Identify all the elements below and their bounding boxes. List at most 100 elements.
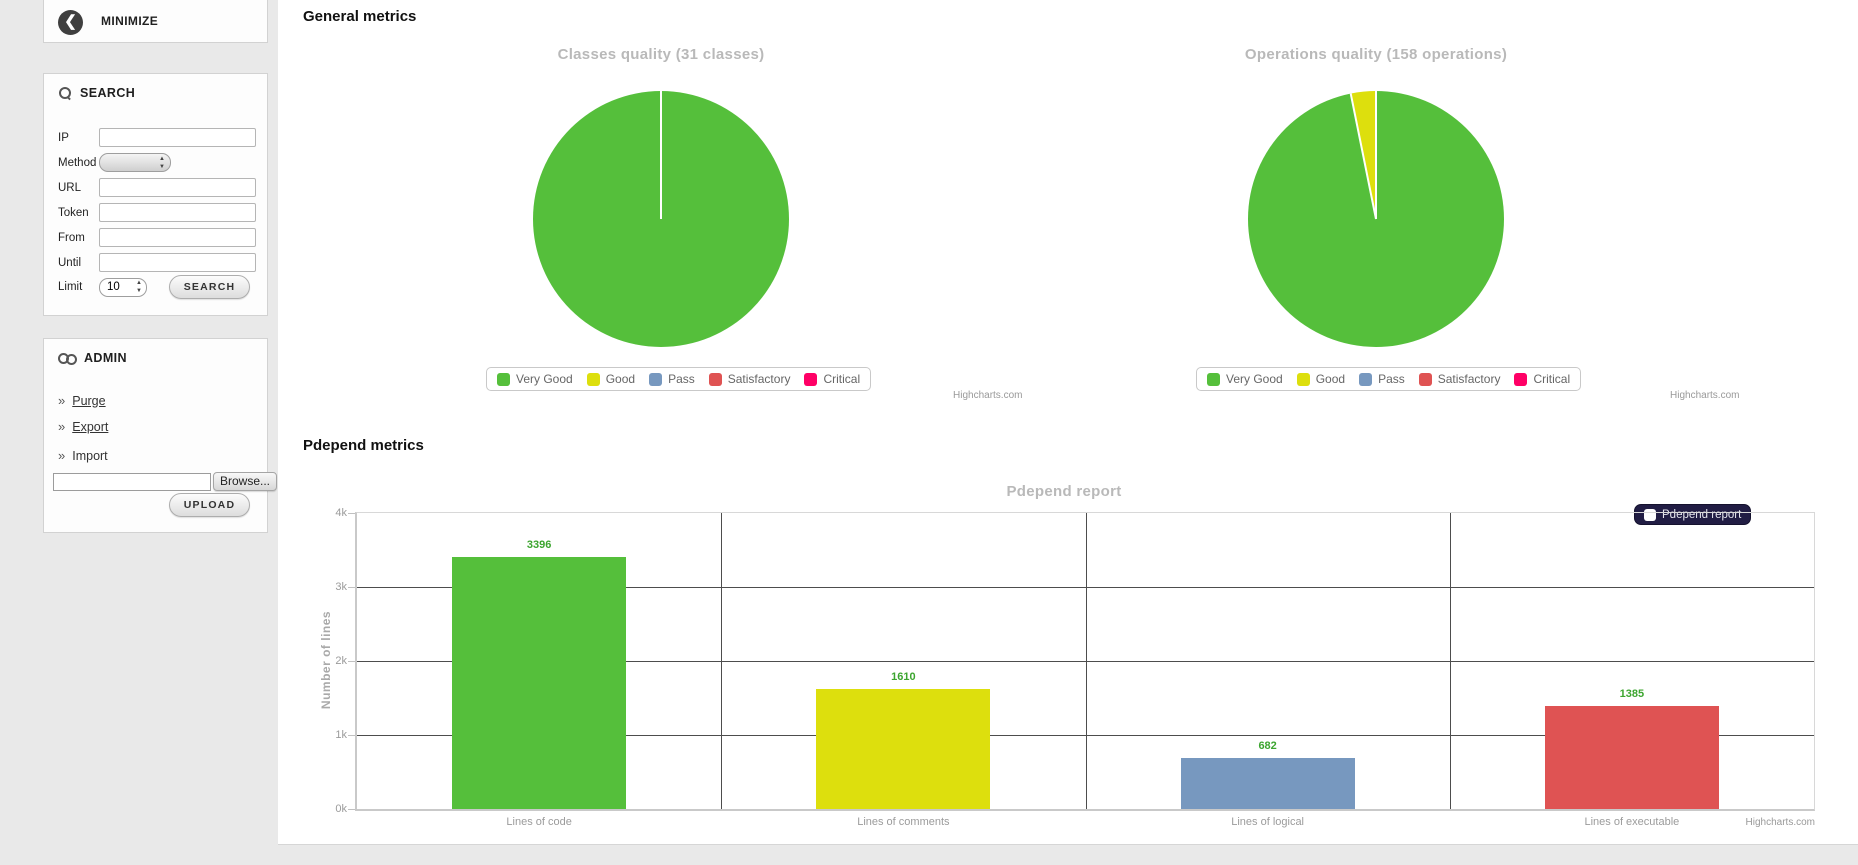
until-input[interactable] — [99, 253, 256, 272]
legend-item-critical[interactable]: Critical — [804, 372, 860, 386]
y-tick-label: 2k — [335, 655, 347, 667]
legend-label: Satisfactory — [727, 372, 791, 386]
form-row-url: URL — [58, 178, 256, 197]
double-chevron-icon: » — [58, 393, 66, 408]
bar-lines-of-logical[interactable] — [1180, 758, 1355, 809]
search-icon — [58, 86, 72, 100]
classes-quality-pie[interactable] — [533, 91, 789, 347]
upload-button[interactable]: UPLOAD — [169, 493, 250, 517]
form-row-method: Method ▲ ▼ — [58, 153, 171, 172]
legend-swatch — [708, 372, 722, 386]
form-row-token: Token — [58, 203, 256, 222]
form-row-limit: Limit ▲▼ — [58, 277, 147, 297]
operations-pie-legend: Very Good Good Pass Satisfactory Critical — [1196, 367, 1582, 391]
cogs-icon — [58, 352, 77, 365]
legend-label: Critical — [823, 372, 861, 386]
legend-label: Good — [1315, 372, 1346, 386]
legend-item-pass[interactable]: Pass — [1359, 372, 1405, 386]
legend-swatch — [1418, 372, 1432, 386]
y-tick-mark — [348, 513, 355, 514]
form-row-ip: IP — [58, 128, 256, 147]
bar-legend-label: Pdepend report — [1662, 508, 1742, 521]
search-panel: SEARCH IP Method ▲ ▼ URL Token From Until… — [43, 73, 268, 316]
y-tick-mark — [348, 809, 355, 810]
legend-swatch — [1359, 372, 1373, 386]
highcharts-credits[interactable]: Highcharts.com — [1670, 390, 1740, 401]
bar-lines-of-executable[interactable] — [1544, 706, 1719, 809]
bar-value-label: 682 — [1258, 740, 1277, 753]
y-tick-mark — [348, 735, 355, 736]
token-input[interactable] — [99, 203, 256, 222]
legend-swatch — [804, 372, 818, 386]
x-category-label: Lines of logical — [1231, 816, 1305, 828]
token-label: Token — [58, 206, 89, 219]
legend-item-very-good[interactable]: Very Good — [1207, 372, 1283, 386]
double-chevron-icon: » — [58, 419, 66, 434]
limit-label: Limit — [58, 280, 83, 293]
from-input[interactable] — [99, 228, 256, 247]
select-spinner-icon: ▲ ▼ — [159, 156, 165, 170]
minimize-button[interactable]: ❮ — [58, 10, 83, 35]
url-input[interactable] — [99, 178, 256, 197]
from-label: From — [58, 231, 85, 244]
pie-slice-border — [1375, 91, 1377, 219]
legend-label: Critical — [1533, 372, 1571, 386]
until-label: Until — [58, 256, 82, 269]
bar-chart-legend-item[interactable]: Pdepend report — [1634, 504, 1752, 525]
category-separator — [1085, 513, 1087, 809]
admin-panel-title: ADMIN — [84, 351, 127, 365]
purge-link[interactable]: Purge — [72, 393, 106, 408]
highcharts-credits[interactable]: Highcharts.com — [1745, 817, 1815, 828]
pdepend-bar-chart: 0k 1k 2k 3k 4k 3396 Lines of code 1610 Lines of … — [335, 507, 1815, 828]
legend-item-pass[interactable]: Pass — [649, 372, 695, 386]
limit-stepper[interactable] — [99, 277, 147, 297]
minimize-label: MINIMIZE — [101, 14, 159, 28]
legend-swatch — [497, 372, 510, 386]
legend-item-good[interactable]: Good — [586, 372, 636, 386]
method-select[interactable]: ▲ ▼ — [99, 153, 171, 172]
pie-slice-border — [1349, 93, 1377, 220]
x-category-label: Lines of executable — [1584, 816, 1680, 828]
bar-value-label: 1385 — [1619, 688, 1645, 701]
bar-value-label: 1610 — [891, 671, 916, 684]
form-row-from: From — [58, 228, 256, 247]
pie-operations-title: Operations quality (158 operations) — [1244, 46, 1508, 63]
export-link[interactable]: Export — [72, 419, 109, 434]
bar-value-label: 3396 — [526, 538, 552, 551]
operations-quality-pie[interactable] — [1248, 91, 1504, 347]
legend-swatch — [1207, 372, 1220, 386]
export-row: » Export — [58, 419, 108, 434]
legend-item-satisfactory[interactable]: Satisfactory — [1418, 372, 1501, 386]
chevron-left-icon: ❮ — [64, 13, 77, 30]
ip-label: IP — [58, 131, 69, 144]
minimize-panel: ❮ MINIMIZE — [43, 0, 268, 43]
highcharts-credits[interactable]: Highcharts.com — [953, 390, 1023, 401]
import-file-input[interactable] — [53, 473, 211, 491]
browse-button[interactable]: Browse... — [213, 472, 277, 491]
y-tick-label: 0k — [335, 803, 347, 815]
y-tick-label: 1k — [335, 729, 347, 741]
bar-lines-of-code[interactable] — [452, 556, 627, 809]
legend-label: Satisfactory — [1437, 372, 1501, 386]
bar-lines-of-comments[interactable] — [816, 689, 991, 809]
bar-band: 3396 Lines of code — [357, 513, 721, 828]
legend-label: Very Good — [516, 372, 573, 386]
legend-item-critical[interactable]: Critical — [1514, 372, 1570, 386]
legend-item-very-good[interactable]: Very Good — [497, 372, 573, 386]
stepper-arrows-icon[interactable]: ▲ ▼ — [136, 280, 142, 294]
legend-item-good[interactable]: Good — [1296, 372, 1346, 386]
ip-input[interactable] — [99, 128, 256, 147]
admin-panel-header: ADMIN — [58, 351, 127, 365]
legend-swatch — [586, 372, 600, 386]
legend-symbol — [1644, 508, 1656, 521]
search-button[interactable]: SEARCH — [169, 275, 250, 299]
y-tick-mark — [348, 587, 355, 588]
legend-label: Good — [605, 372, 636, 386]
legend-label: Pass — [668, 372, 695, 386]
bar-band: 1385 Lines of executable — [1450, 513, 1814, 828]
legend-item-satisfactory[interactable]: Satisfactory — [708, 372, 791, 386]
pie-classes-title: Classes quality (31 classes) — [557, 46, 765, 63]
y-axis-title: Number of lines — [319, 610, 333, 710]
legend-label: Pass — [1378, 372, 1405, 386]
y-tick-mark — [348, 661, 355, 662]
